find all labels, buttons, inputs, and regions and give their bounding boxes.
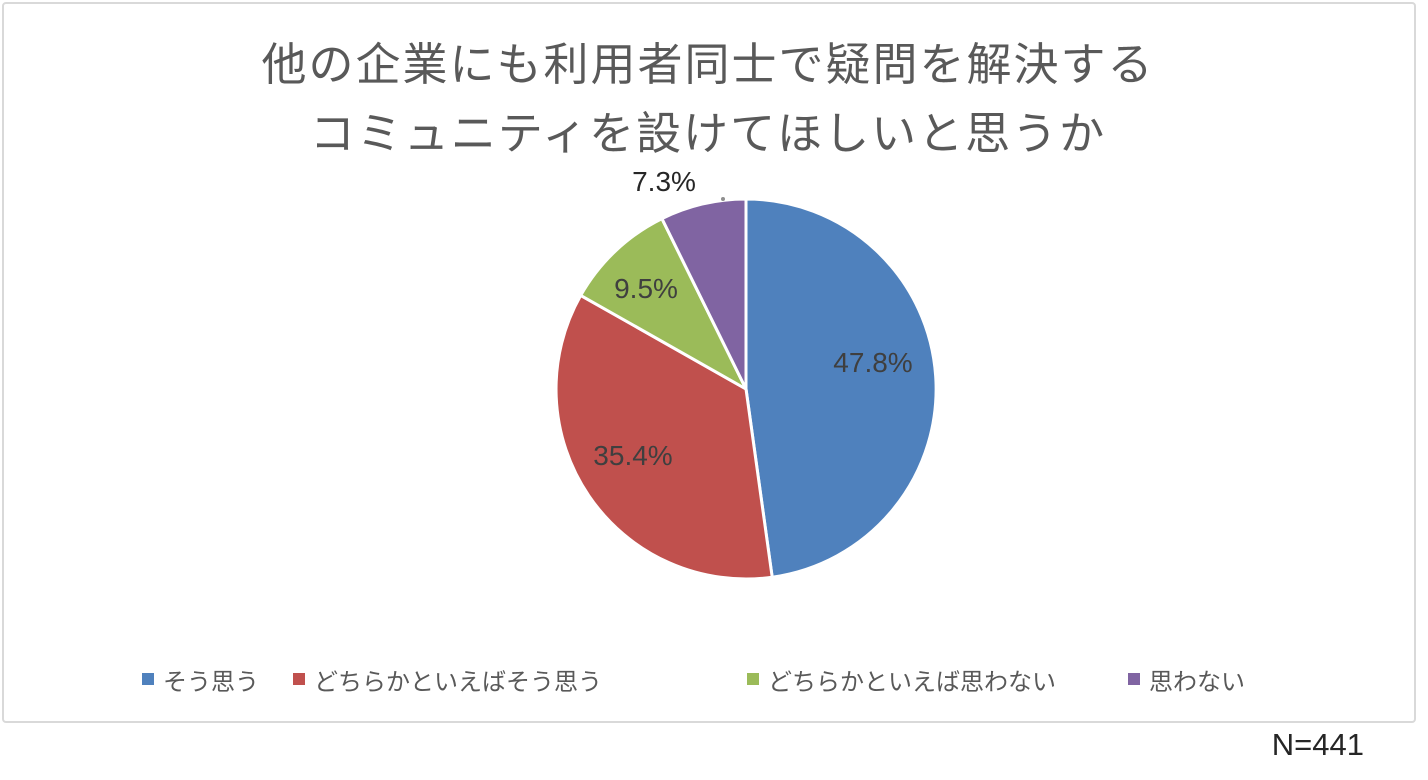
legend-label: どちらかといえば思わない [768, 668, 1056, 696]
legend-marker [747, 673, 759, 685]
label-leader-dot [721, 197, 725, 201]
legend-label: そう思う [163, 668, 259, 696]
data-label-dochiraka-souomou: 35.4% [593, 440, 673, 471]
chart-title-line-1: 他の企業にも利用者同士で疑問を解決する [261, 39, 1155, 90]
chart-title: 他の企業にも利用者同士で疑問を解決する コミュニティを設けてほしいと思うか [0, 30, 1416, 168]
sample-size-note: N=441 [1271, 727, 1364, 762]
legend-marker [293, 673, 305, 685]
pie-slice-3[interactable] [579, 217, 748, 391]
pie-slice-2[interactable] [554, 293, 774, 581]
legend-marker [1128, 673, 1140, 685]
data-label-omowanai: 7.3% [632, 166, 696, 197]
legend-item-dochiraka-souomou[interactable]: どちらかといえばそう思う [293, 663, 602, 696]
pie-slice-1[interactable] [744, 197, 938, 579]
legend-item-dochiraka-omowanai[interactable]: どちらかといえば思わない [747, 663, 1056, 696]
legend-marker [142, 673, 154, 685]
legend-label: 思わない [1149, 668, 1245, 696]
pie-slice-4[interactable] [660, 197, 748, 391]
legend-label: どちらかといえばそう思う [314, 668, 602, 696]
chart-title-line-2: コミュニティを設けてほしいと思うか [309, 108, 1107, 159]
legend-item-omowanai[interactable]: 思わない [1128, 663, 1245, 696]
data-label-souomou: 47.8% [833, 347, 913, 378]
data-label-dochiraka-omowanai: 9.5% [614, 273, 678, 304]
legend-item-souomou[interactable]: そう思う [142, 663, 259, 696]
